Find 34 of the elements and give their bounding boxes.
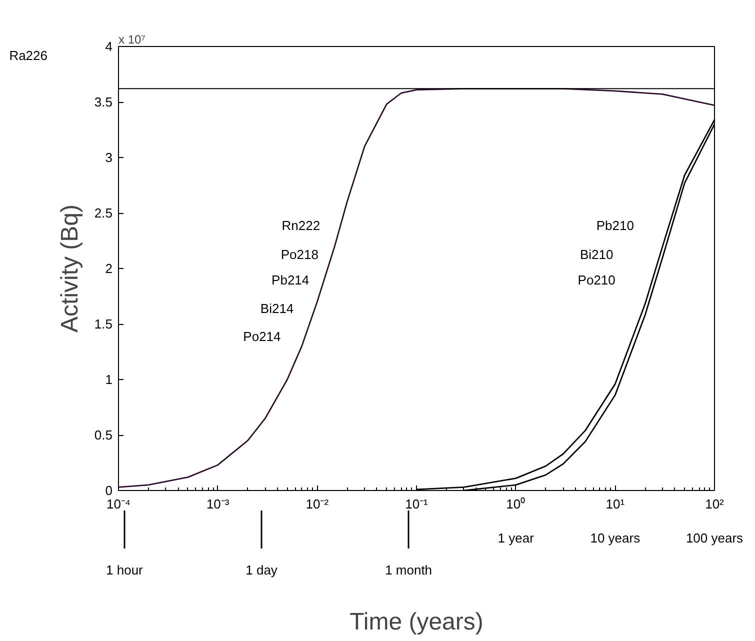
y-tick-label: 1	[105, 372, 113, 387]
x-tick-label: 10²	[705, 496, 725, 512]
x-tick-label: 10⁻⁴	[106, 496, 131, 512]
x-tick-label: 10⁻³	[206, 496, 230, 512]
text: Ra226	[9, 48, 48, 63]
x-tick-label: 10⁻¹	[405, 496, 429, 512]
y-tick-label: 2.5	[94, 206, 113, 220]
y-tick-label: 1.5	[94, 316, 113, 332]
y-tick-label: 3.5	[94, 94, 113, 110]
x-axis-title: Time (years)	[350, 608, 484, 636]
annotation: Pb210	[596, 218, 634, 233]
annotation: Rn222	[282, 218, 320, 233]
text: 1 month	[385, 562, 432, 578]
annotation: Bi210	[580, 246, 614, 262]
x-tick-label: 10⁰	[506, 496, 526, 512]
y-tick-label: 4	[105, 39, 113, 54]
annotation: Po214	[243, 328, 281, 344]
annotation: Pb214	[272, 272, 310, 288]
annotation: Po210	[578, 272, 616, 288]
y-tick-label: 3	[105, 150, 113, 165]
annotation: Po218	[280, 246, 318, 262]
annotation: Bi214	[260, 301, 294, 316]
text: 10 years	[590, 530, 641, 546]
text: 1 hour	[106, 562, 144, 578]
text: 1 day	[246, 562, 278, 578]
text: x 10⁷	[118, 32, 146, 46]
y-tick-label: 0.5	[94, 428, 113, 442]
x-tick-label: 10⁻²	[306, 496, 330, 512]
text: 1 year	[498, 530, 535, 546]
y-tick-label: 0	[105, 483, 113, 498]
y-tick-label: 2	[105, 261, 113, 276]
x-tick-label: 10¹	[606, 496, 626, 512]
text: 100 years	[686, 530, 744, 546]
y-axis-title: Activity (Bq)	[56, 204, 84, 333]
